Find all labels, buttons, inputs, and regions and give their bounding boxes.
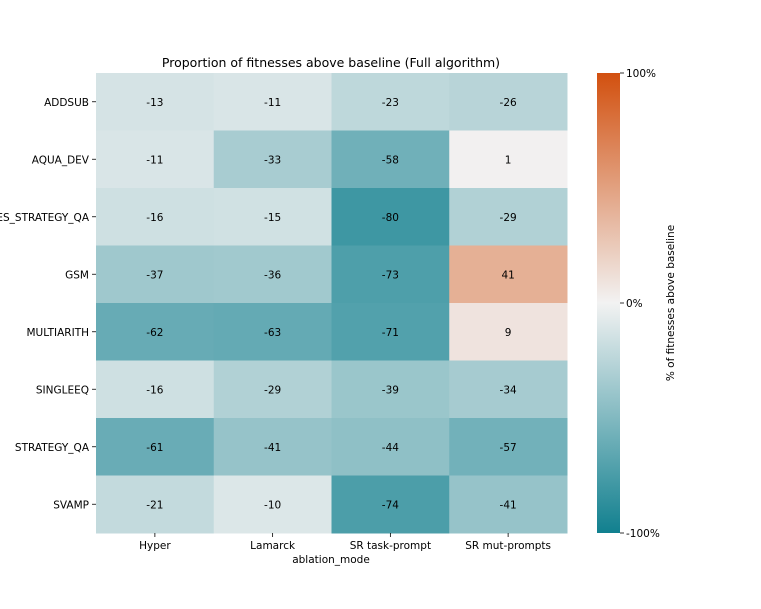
colorbar-label: % of fitnesses above baseline <box>665 225 677 381</box>
cell-value-label: -74 <box>382 499 399 511</box>
cell-value-label: -11 <box>146 154 163 166</box>
cell-value-label: -34 <box>500 384 517 396</box>
cell-value-label: -63 <box>264 327 281 339</box>
heatmap-cells: -13 -11 -23 -26 -11 -33 -58 1 -16 -15 -80 -29 -37 -36… <box>96 73 568 534</box>
cell-value-label: -37 <box>146 269 163 281</box>
x-axis: Hyper Lamarck SR task-prompt SR mut-prompts <box>139 533 551 552</box>
colorbar-tick-label: 100% <box>626 68 656 80</box>
cell-value-label: -71 <box>382 327 399 339</box>
cell-value-label: -11 <box>264 97 281 109</box>
heatmap-cell <box>449 303 568 361</box>
colorbar-tick-label: -100% <box>626 528 660 540</box>
y-tick-label: SINGLEEQ <box>36 384 89 396</box>
heatmap-cell <box>96 303 215 361</box>
heatmap-cell <box>213 73 332 131</box>
cell-value-label: -21 <box>146 499 163 511</box>
cell-value-label: -29 <box>500 212 517 224</box>
cell-value-label: -15 <box>264 212 281 224</box>
y-tick-label: ES_STRATEGY_QA <box>0 212 90 224</box>
heatmap-cell <box>213 130 332 189</box>
cell-value-label: 41 <box>501 269 514 281</box>
cell-value-label: -61 <box>146 442 163 454</box>
heatmap-cell <box>331 245 450 304</box>
heatmap-cell <box>449 73 568 131</box>
y-tick-label: SVAMP <box>53 499 89 511</box>
x-axis-label: ablation_mode <box>292 554 370 566</box>
y-tick-label: GSM <box>65 269 89 281</box>
cell-value-label: -13 <box>146 97 163 109</box>
heatmap-cell <box>449 475 568 534</box>
cell-value-label: -41 <box>264 442 281 454</box>
y-axis: ADDSUB AQUA_DEV ES_STRATEGY_QA GSM MULTIARIT… <box>0 97 96 511</box>
heatmap-cell <box>213 188 332 246</box>
heatmap-cell <box>331 73 450 131</box>
heatmap-cell <box>449 130 568 189</box>
heatmap-cell <box>331 303 450 361</box>
cell-value-label: -58 <box>382 154 399 166</box>
heatmap-cell <box>449 418 568 476</box>
heatmap-cell <box>213 360 332 419</box>
heatmap-cell <box>96 188 215 246</box>
cell-value-label: 1 <box>505 154 512 166</box>
x-tick-label: SR task-prompt <box>350 540 431 552</box>
heatmap-cell <box>213 475 332 534</box>
heatmap-cell <box>331 475 450 534</box>
cell-value-label: -26 <box>500 97 517 109</box>
chart-title: Proportion of fitnesses above baseline (… <box>162 55 500 70</box>
y-tick-label: ADDSUB <box>44 97 89 109</box>
heatmap-cell <box>331 418 450 476</box>
heatmap-cell <box>213 418 332 476</box>
heatmap-cell <box>331 188 450 246</box>
heatmap-cell <box>213 245 332 304</box>
x-tick-label: Lamarck <box>250 540 296 552</box>
cell-value-label: -73 <box>382 269 399 281</box>
heatmap-cell <box>96 73 215 131</box>
y-tick-label: STRATEGY_QA <box>15 442 90 454</box>
cell-value-label: 9 <box>505 327 512 339</box>
cell-value-label: -39 <box>382 384 399 396</box>
heatmap-cell <box>449 245 568 304</box>
heatmap-cell <box>96 418 215 476</box>
cell-value-label: -23 <box>382 97 399 109</box>
colorbar-gradient <box>597 73 620 533</box>
colorbar-tick-label: 0% <box>626 298 643 310</box>
heatmap-cell <box>331 360 450 419</box>
cell-value-label: -57 <box>500 442 517 454</box>
cell-value-label: -41 <box>500 499 517 511</box>
cell-value-label: -33 <box>264 154 281 166</box>
heatmap-cell <box>331 130 450 189</box>
cell-value-label: -16 <box>146 384 163 396</box>
heatmap-cell <box>96 360 215 419</box>
y-tick-label: AQUA_DEV <box>32 154 90 166</box>
cell-value-label: -36 <box>264 269 281 281</box>
colorbar: 100% 0% -100% % of fitnesses above baselin… <box>597 68 677 540</box>
heatmap-cell <box>449 188 568 246</box>
heatmap-cell <box>449 360 568 419</box>
x-tick-label: Hyper <box>139 540 171 552</box>
heatmap-cell <box>96 130 215 189</box>
cell-value-label: -16 <box>146 212 163 224</box>
x-tick-label: SR mut-prompts <box>465 540 551 552</box>
cell-value-label: -44 <box>382 442 399 454</box>
heatmap-cell <box>213 303 332 361</box>
cell-value-label: -10 <box>264 499 281 511</box>
heatmap-cell <box>96 245 215 304</box>
y-tick-label: MULTIARITH <box>26 327 89 339</box>
heatmap-cell <box>96 475 215 534</box>
cell-value-label: -80 <box>382 212 399 224</box>
cell-value-label: -62 <box>146 327 163 339</box>
cell-value-label: -29 <box>264 384 281 396</box>
